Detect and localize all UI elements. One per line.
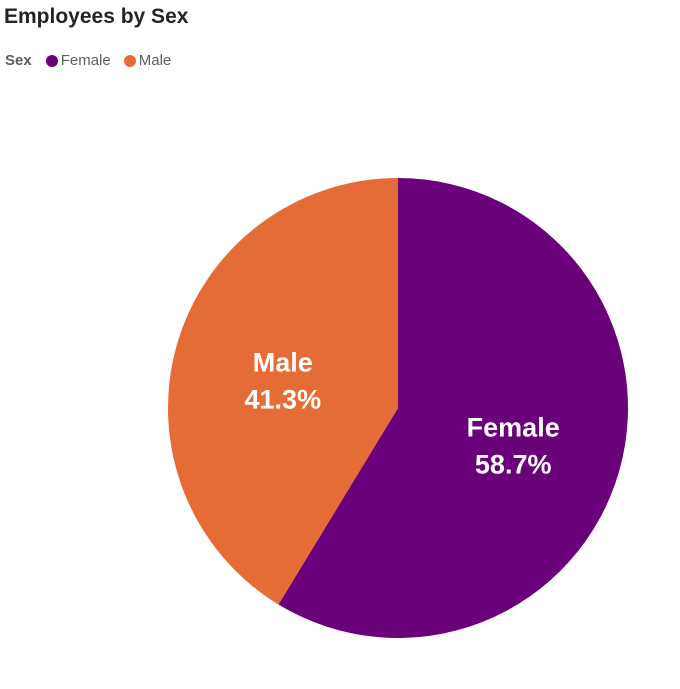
legend-swatch-female-icon [45,55,58,67]
chart-title: Employees by Sex [4,5,189,28]
legend-label-female: Female [60,52,111,69]
legend: Sex Female Male [5,53,184,69]
legend-label-male: Male [138,52,172,69]
pie-slice-male[interactable] [168,178,398,605]
legend-field-label: Sex [5,52,32,69]
pie-slice-female[interactable] [278,178,629,639]
legend-swatch-male-icon [123,55,136,67]
legend-item-male[interactable]: Male [123,52,172,69]
legend-item-female[interactable]: Female [45,52,111,69]
